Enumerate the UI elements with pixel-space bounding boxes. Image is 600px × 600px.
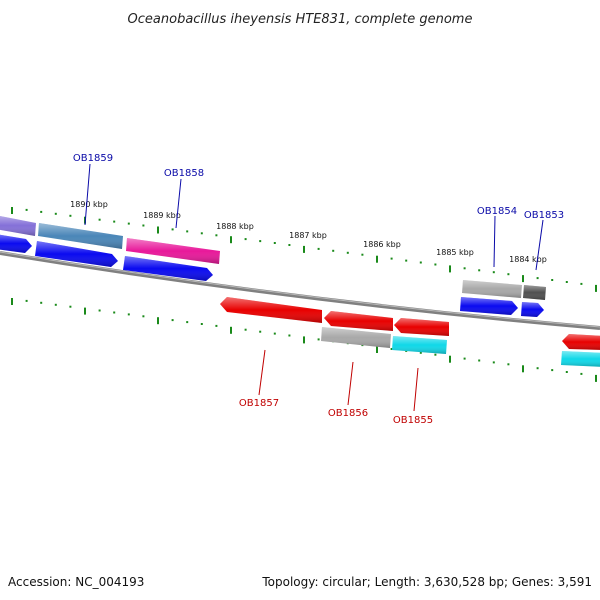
scale-label-1890-kbp: 1890 kbp [70,200,108,209]
scale-ticks-top [11,207,597,292]
outer-forward-track [0,215,546,300]
gene-shade [123,256,213,281]
gene-label-ob1856[interactable]: OB1856 [328,408,368,419]
reverse-secondary-track [321,327,600,367]
gene-shade [0,215,36,236]
scale-label-1888-kbp: 1888 kbp [216,222,254,231]
gene-shade [220,297,322,323]
gene-label-ob1854[interactable]: OB1854 [477,206,517,217]
gene-label-leaders-bottom [258,349,419,412]
gene-shade [126,238,220,264]
gene-label-ob1853[interactable]: OB1853 [524,210,564,221]
inner-forward-track [0,234,544,317]
gene-shade [38,223,123,249]
gene-shade [324,311,393,331]
genome-title: Oceanobacillus iheyensis HTE831, complet… [128,12,473,27]
scale-label-1885-kbp: 1885 kbp [436,248,474,257]
gene-shade [0,234,32,253]
scale-label-1884-kbp: 1884 kbp [509,255,547,264]
gene-shade [394,318,449,336]
gene-shade [561,351,600,367]
gene-shade [460,297,518,315]
gene-shade [462,280,522,298]
gene-label-ob1857[interactable]: OB1857 [239,398,279,409]
genome-backbone-highlight [0,251,600,328]
scale-label-1887-kbp: 1887 kbp [289,231,327,240]
scale-label-1886-kbp: 1886 kbp [363,240,401,249]
gene-label-ob1858[interactable]: OB1858 [164,168,204,179]
gene-shade [321,327,391,348]
gene-shade [35,241,118,267]
scale-labels: 1890 kbp 1889 kbp 1888 kbp 1887 kbp 1886… [70,200,547,264]
reverse-track [220,297,600,350]
gene-shade [523,285,546,300]
genome-backbone [0,251,600,330]
scale-label-1889-kbp: 1889 kbp [143,211,181,220]
gene-label-ob1859[interactable]: OB1859 [73,153,113,164]
accession-label: Accession: NC_004193 [8,575,144,589]
genome-summary: Topology: circular; Length: 3,630,528 bp… [261,575,592,589]
gene-label-leaders-top [84,163,544,271]
gene-shade [521,302,544,317]
gene-shade [392,336,447,354]
gene-shade [562,334,600,350]
gene-label-ob1855[interactable]: OB1855 [393,415,433,426]
